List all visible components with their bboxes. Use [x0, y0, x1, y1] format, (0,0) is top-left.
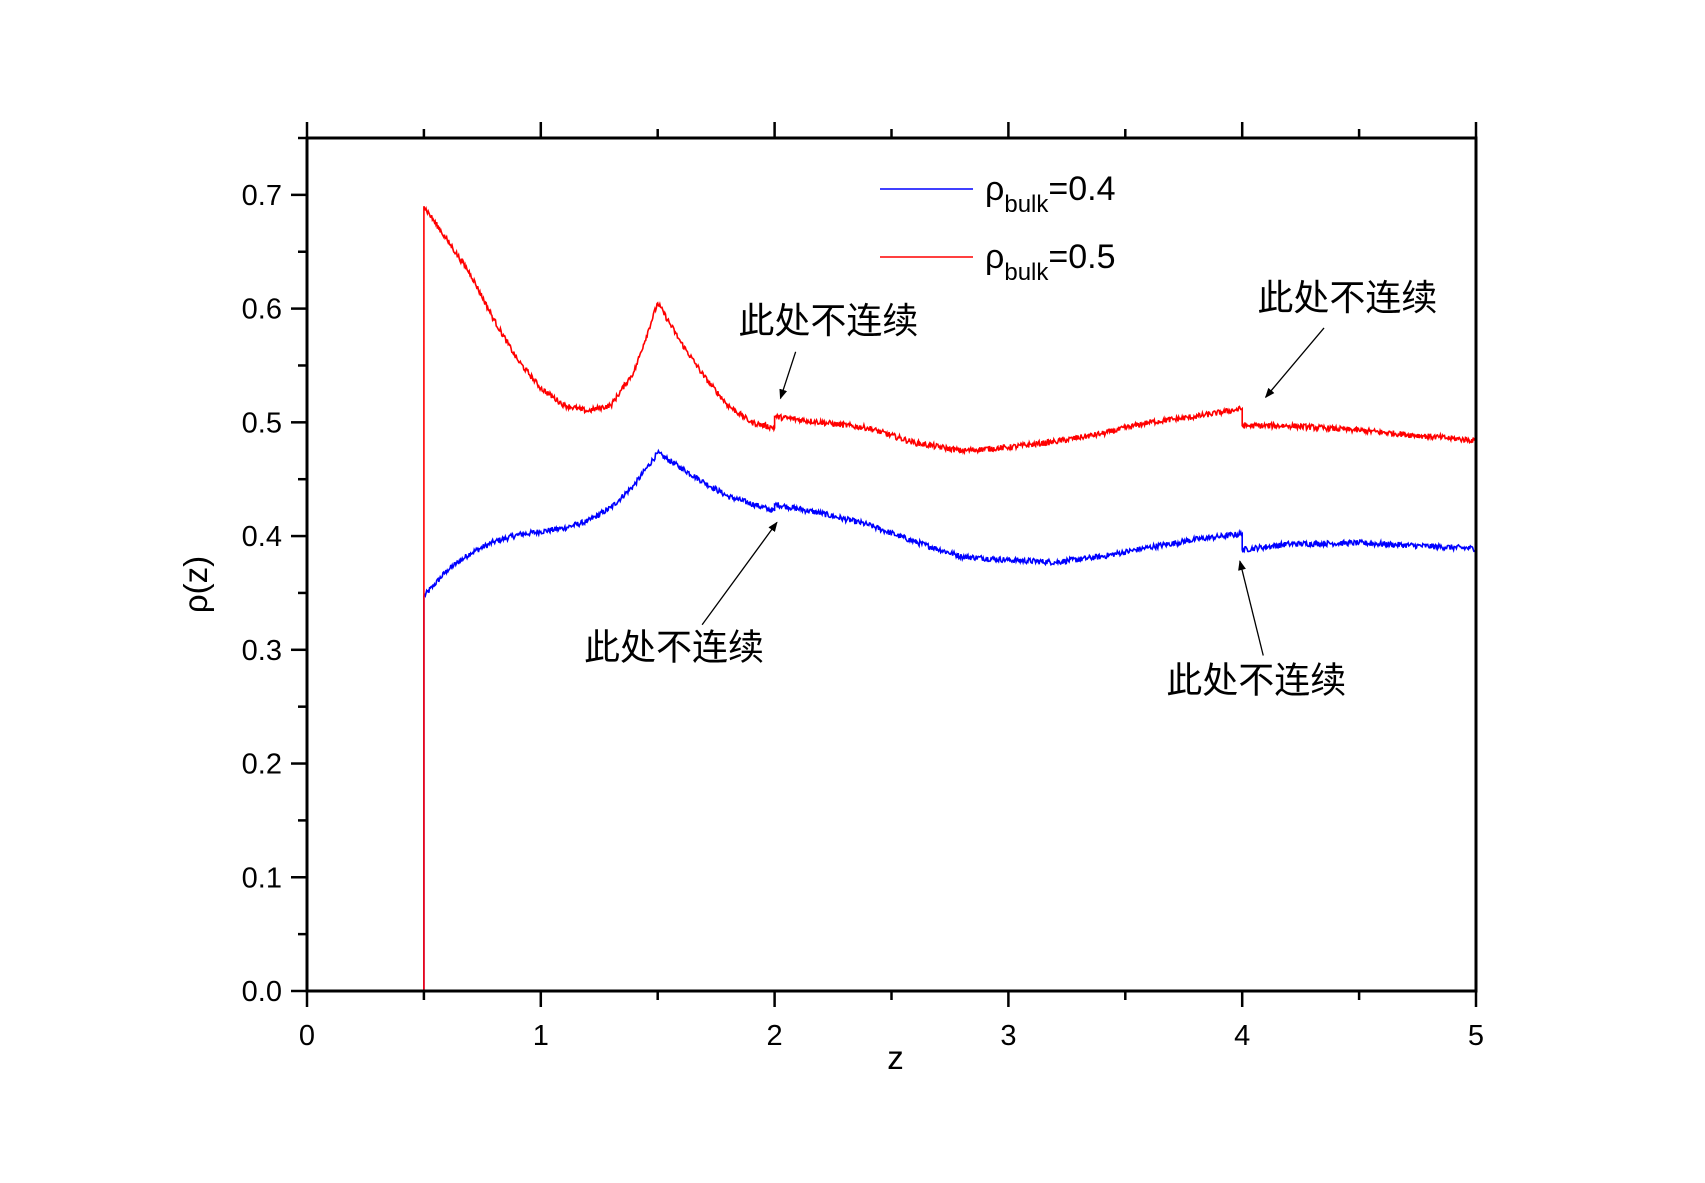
legend-label-rho-0.5: ρbulk=0.5 — [985, 238, 1116, 286]
y-tick-label: 0.0 — [242, 976, 282, 1008]
annotation-text: 此处不连续 — [738, 301, 918, 342]
y-tick-label: 0.3 — [242, 635, 282, 667]
x-tick-label: 2 — [767, 1020, 783, 1052]
legend-label-rho-0.4: ρbulk=0.4 — [985, 170, 1116, 218]
legend: ρbulk=0.4 ρbulk=0.5 — [880, 170, 1116, 286]
x-tick-label: 0 — [299, 1020, 315, 1052]
annotation-text: 此处不连续 — [1257, 278, 1437, 319]
tick-labels: 0 1 2 3 4 5 0.0 0.1 0.2 0.3 0.4 0.5 0.6 0.7 — [242, 180, 1484, 1052]
y-tick-label: 0.7 — [242, 180, 282, 212]
x-tick-label: 5 — [1468, 1020, 1484, 1052]
x-tick-label: 1 — [533, 1020, 549, 1052]
series-line-1 — [307, 205, 1477, 992]
y-tick-label: 0.1 — [242, 862, 282, 894]
annotation-text: 此处不连续 — [584, 627, 764, 668]
y-tick-label: 0.6 — [242, 294, 282, 326]
plot-frame — [305, 136, 1478, 993]
y-tick-label: 0.5 — [242, 407, 282, 439]
series-layer — [307, 205, 1477, 992]
x-tick-label: 4 — [1234, 1020, 1250, 1052]
x-axis-title: z — [887, 1039, 904, 1076]
y-tick-label: 0.4 — [242, 521, 282, 553]
y-tick-label: 0.2 — [242, 749, 282, 781]
x-tick-label: 3 — [1000, 1020, 1016, 1052]
y-axis-title: ρ(z) — [177, 556, 214, 613]
annotation-arrow — [1264, 327, 1325, 399]
annotation-text: 此处不连续 — [1166, 660, 1346, 701]
axis-ticks — [291, 122, 1478, 1007]
annotation-arrow — [1238, 560, 1264, 656]
series-line-0 — [307, 448, 1477, 992]
annotation-arrow — [701, 521, 778, 626]
annotation-arrow — [779, 351, 797, 400]
